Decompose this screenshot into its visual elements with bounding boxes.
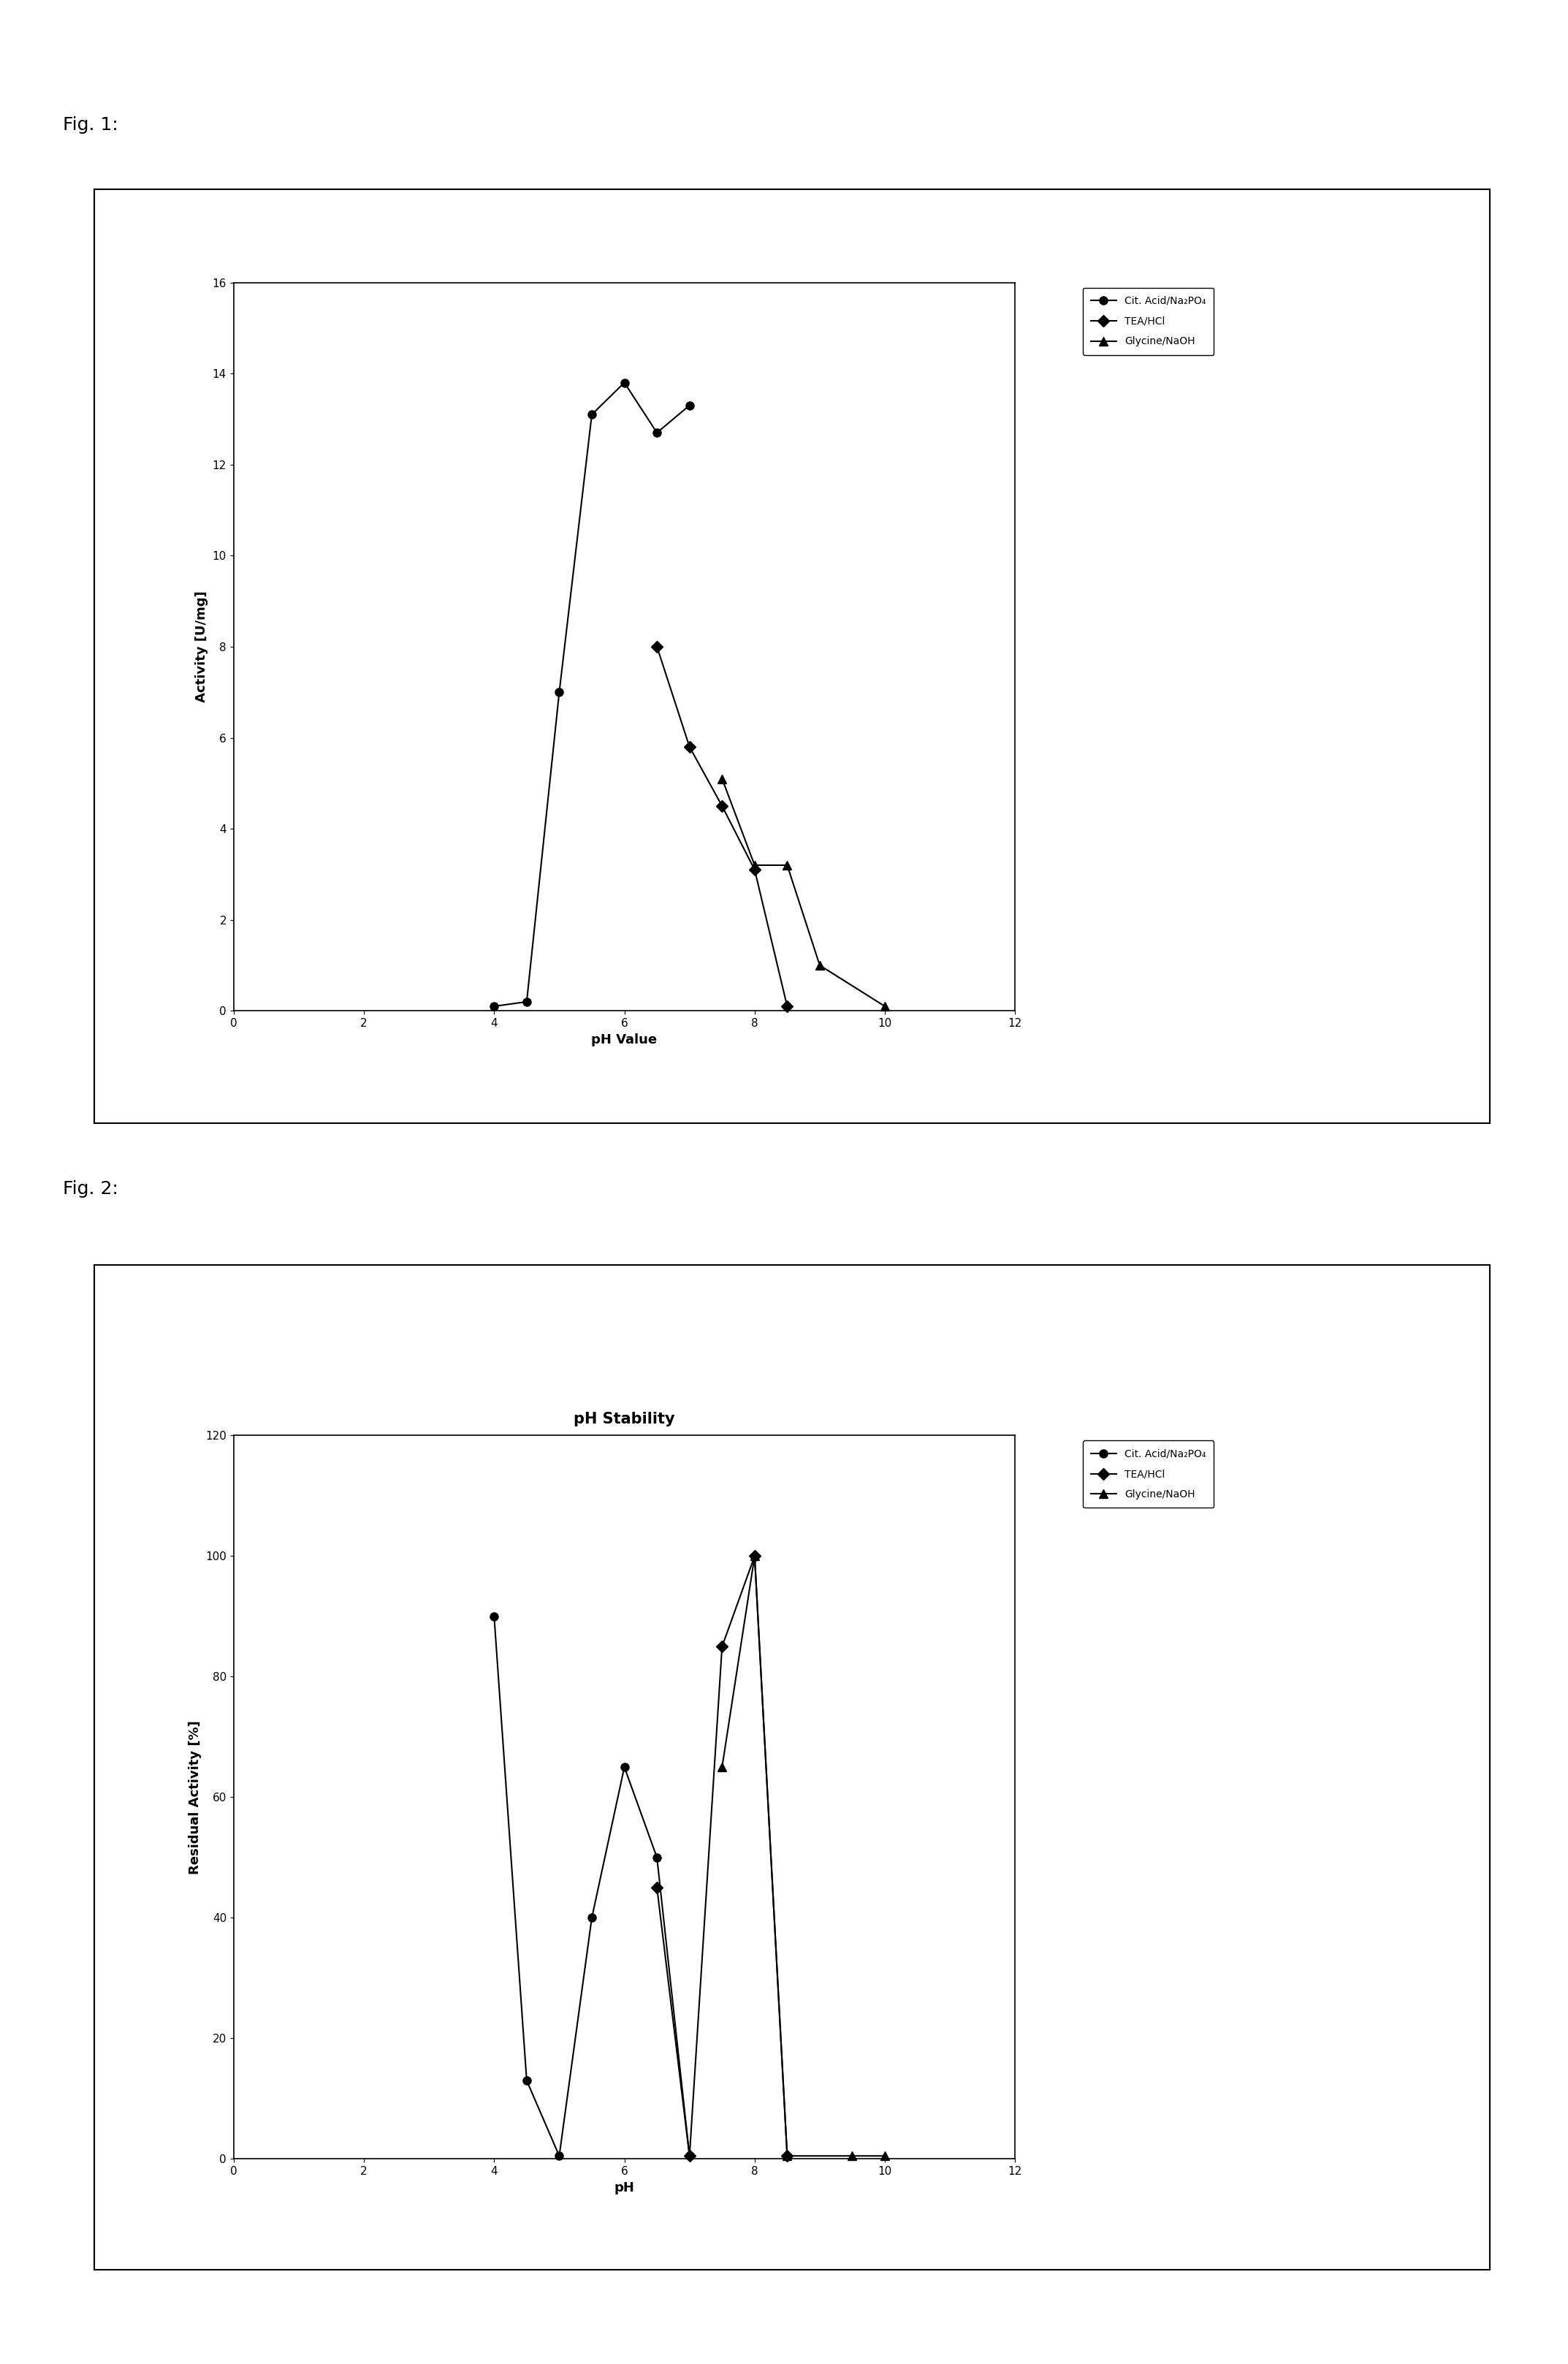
Title: pH Stability: pH Stability (574, 1411, 674, 1425)
X-axis label: pH Value: pH Value (591, 1033, 657, 1047)
Text: Fig. 2:: Fig. 2: (63, 1180, 118, 1199)
Legend: Cit. Acid/Na₂PO₄, TEA/HCl, Glycine/NaOH: Cit. Acid/Na₂PO₄, TEA/HCl, Glycine/NaOH (1083, 288, 1214, 355)
Y-axis label: Residual Activity [%]: Residual Activity [%] (188, 1721, 201, 1875)
Text: Fig. 1:: Fig. 1: (63, 116, 118, 135)
X-axis label: pH: pH (615, 2182, 635, 2194)
Y-axis label: Activity [U/mg]: Activity [U/mg] (194, 591, 209, 702)
Legend: Cit. Acid/Na₂PO₄, TEA/HCl, Glycine/NaOH: Cit. Acid/Na₂PO₄, TEA/HCl, Glycine/NaOH (1083, 1440, 1214, 1508)
